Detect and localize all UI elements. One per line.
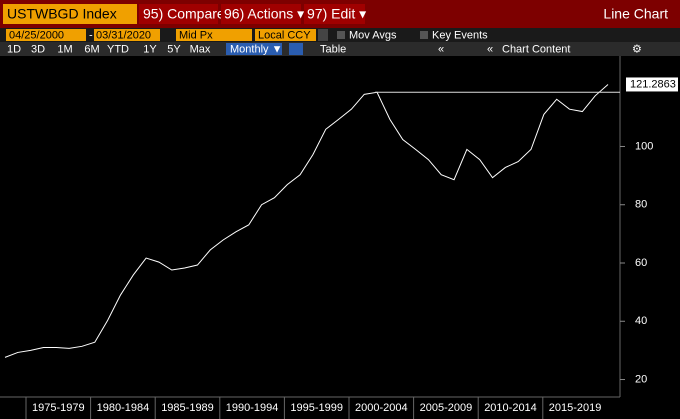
separator: - bbox=[89, 29, 93, 41]
collapse-icon[interactable]: « bbox=[438, 43, 444, 55]
chart-content: Chart Content bbox=[502, 43, 570, 55]
y-tick-label: 20 bbox=[635, 373, 647, 385]
x-band-label: 1980-1984 bbox=[97, 402, 150, 414]
menu-button[interactable] bbox=[304, 4, 365, 24]
x-band-label: 1995-1999 bbox=[290, 402, 343, 414]
currency-box[interactable] bbox=[255, 29, 316, 41]
x-band-label: 1990-1994 bbox=[226, 402, 279, 414]
period-button[interactable]: YTD bbox=[107, 43, 129, 55]
date-box[interactable] bbox=[94, 29, 160, 41]
y-tick-label: 80 bbox=[635, 199, 647, 211]
x-band-label: 1985-1989 bbox=[161, 402, 214, 414]
view: Line Chart bbox=[603, 6, 668, 22]
settings-icon[interactable]: ⚙ bbox=[632, 43, 642, 55]
date-box[interactable] bbox=[6, 29, 86, 41]
menu-button[interactable] bbox=[139, 4, 218, 24]
y-tick-label: 60 bbox=[635, 257, 647, 269]
checkbox[interactable] bbox=[337, 31, 345, 39]
period-button[interactable]: 3D bbox=[31, 43, 45, 55]
table: Table bbox=[320, 43, 346, 55]
frequency: Monthly ▼ bbox=[230, 43, 282, 55]
menu: 97) Edit ▾ bbox=[307, 6, 366, 22]
price-box[interactable] bbox=[176, 29, 252, 41]
period-button[interactable]: 6M bbox=[84, 43, 99, 55]
x-band-label: 1975-1979 bbox=[32, 402, 85, 414]
checkbox[interactable] bbox=[420, 31, 428, 39]
x-band-label: 2015-2019 bbox=[549, 402, 602, 414]
period-button[interactable]: Max bbox=[190, 43, 211, 55]
last-value-box bbox=[626, 77, 678, 92]
period-button[interactable]: 1M bbox=[57, 43, 72, 55]
line bbox=[4, 84, 609, 358]
x-band-label: 2005-2009 bbox=[420, 402, 473, 414]
menu: 95) Compare bbox=[143, 6, 225, 22]
last-value-label: 121.2863 bbox=[630, 78, 676, 90]
chart-icon[interactable] bbox=[289, 43, 303, 55]
y-tick-label: 100 bbox=[635, 140, 653, 152]
option: Key Events bbox=[432, 29, 488, 41]
period-bar bbox=[0, 42, 680, 56]
security: USTWBGD Index bbox=[7, 6, 117, 22]
period-button[interactable]: 5Y bbox=[167, 43, 181, 55]
y-tick-label: 40 bbox=[635, 315, 647, 327]
frequency-box[interactable] bbox=[226, 43, 282, 55]
price: Mid Px bbox=[179, 29, 213, 41]
period-button[interactable]: 1Y bbox=[143, 43, 157, 55]
x-band-label: 2010-2014 bbox=[484, 402, 537, 414]
security-box[interactable] bbox=[3, 4, 137, 24]
period-button[interactable]: 1D bbox=[7, 43, 21, 55]
currency: Local CCY bbox=[258, 29, 311, 41]
option: Mov Avgs bbox=[349, 29, 397, 41]
end-date: 03/31/2020 bbox=[96, 29, 151, 41]
menu: 96) Actions ▾ bbox=[224, 6, 304, 22]
collapse-icon[interactable]: « bbox=[487, 43, 493, 55]
start-date: 04/25/2000 bbox=[9, 29, 64, 41]
menu-button[interactable] bbox=[221, 4, 301, 24]
dropdown[interactable] bbox=[318, 29, 328, 41]
x-band-label: 2000-2004 bbox=[355, 402, 408, 414]
